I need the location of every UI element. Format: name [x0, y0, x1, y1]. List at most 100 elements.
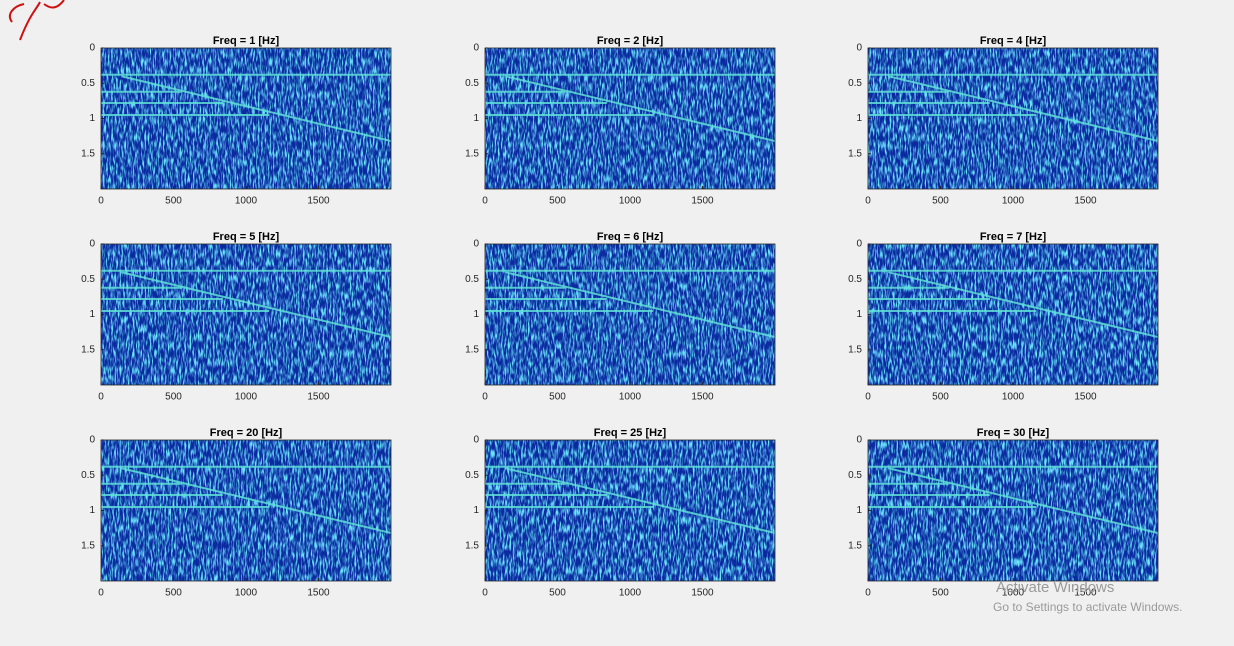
x-tick-label: 1500 — [691, 588, 714, 599]
x-tick-label: 1000 — [1002, 588, 1025, 599]
x-tick-label: 1500 — [691, 392, 714, 403]
x-tick-label: 1500 — [307, 588, 330, 599]
x-tick-label: 500 — [549, 588, 566, 599]
ridges — [868, 73, 1159, 143]
chart-title: Freq = 20 [Hz] — [210, 427, 283, 439]
x-tick-label: 1000 — [235, 392, 258, 403]
y-tick-label: 0.5 — [465, 470, 479, 481]
ridges — [101, 465, 392, 535]
x-tick-label: 500 — [165, 196, 182, 207]
ridge — [505, 271, 776, 339]
y-tick-label: 1 — [473, 309, 479, 320]
heatmap-noise — [868, 440, 1158, 581]
watermark-subtitle: Go to Settings to activate Windows. — [993, 600, 1182, 614]
x-tick-label: 1500 — [307, 392, 330, 403]
ridges — [868, 465, 1159, 535]
y-tick-label: 1 — [473, 505, 479, 516]
y-tick-label: 0 — [89, 43, 95, 54]
x-tick-label: 1000 — [619, 392, 642, 403]
chart-title: Freq = 2 [Hz] — [597, 35, 664, 47]
heatmap-noise — [868, 244, 1158, 385]
y-tick-label: 1 — [89, 505, 95, 516]
y-tick-label: 0.5 — [848, 470, 862, 481]
x-tick-label: 0 — [865, 196, 871, 207]
heatmap-noise — [485, 48, 775, 189]
y-tick-label: 1.5 — [848, 540, 862, 551]
y-tick-label: 0.5 — [848, 78, 862, 89]
ridges — [485, 73, 776, 143]
y-tick-label: 1.5 — [465, 344, 479, 355]
y-tick-label: 1.5 — [465, 540, 479, 551]
ridge — [121, 271, 392, 339]
annotation-scribble — [8, 0, 65, 41]
ridges — [485, 269, 776, 339]
y-tick-label: 0 — [473, 239, 479, 250]
y-tick-label: 0 — [856, 43, 862, 54]
x-tick-label: 500 — [932, 196, 949, 207]
chart-title: Freq = 25 [Hz] — [594, 427, 667, 439]
chart-title: Freq = 6 [Hz] — [597, 231, 664, 243]
heatmap-noise — [101, 244, 391, 385]
y-tick-label: 0.5 — [465, 274, 479, 285]
y-tick-label: 0.5 — [848, 274, 862, 285]
y-tick-label: 0 — [856, 239, 862, 250]
x-tick-label: 1000 — [235, 196, 258, 207]
heatmap-noise — [101, 440, 391, 581]
y-tick-label: 1 — [856, 113, 862, 124]
y-tick-label: 0 — [473, 435, 479, 446]
y-tick-label: 0 — [856, 435, 862, 446]
y-tick-label: 1 — [89, 309, 95, 320]
ridge — [505, 467, 776, 535]
chart-title: Freq = 5 [Hz] — [213, 231, 280, 243]
x-tick-label: 1500 — [1074, 392, 1097, 403]
ridges — [101, 269, 392, 339]
y-tick-label: 1 — [473, 113, 479, 124]
x-tick-label: 1000 — [619, 196, 642, 207]
y-tick-label: 1 — [89, 113, 95, 124]
heatmap-noise — [868, 48, 1158, 189]
x-tick-label: 500 — [165, 392, 182, 403]
y-tick-label: 1.5 — [465, 148, 479, 159]
y-tick-label: 0.5 — [81, 274, 95, 285]
x-tick-label: 1500 — [1074, 588, 1097, 599]
x-tick-label: 0 — [482, 392, 488, 403]
watermark-title: Activate Windows — [996, 579, 1114, 596]
y-tick-label: 1.5 — [81, 540, 95, 551]
x-tick-label: 1500 — [691, 196, 714, 207]
ridges — [868, 269, 1159, 339]
ridge — [505, 75, 776, 143]
y-tick-label: 0.5 — [81, 78, 95, 89]
y-tick-label: 1.5 — [848, 344, 862, 355]
chart-title: Freq = 30 [Hz] — [977, 427, 1050, 439]
heatmap-noise — [485, 244, 775, 385]
ridge — [888, 467, 1159, 535]
y-tick-label: 1.5 — [848, 148, 862, 159]
chart-title: Freq = 7 [Hz] — [980, 231, 1047, 243]
ridges — [485, 465, 776, 535]
ridge — [888, 75, 1159, 143]
x-tick-label: 1500 — [307, 196, 330, 207]
x-tick-label: 500 — [549, 392, 566, 403]
y-tick-label: 1 — [856, 309, 862, 320]
x-tick-label: 500 — [549, 196, 566, 207]
x-tick-label: 1000 — [235, 588, 258, 599]
x-tick-label: 0 — [98, 196, 104, 207]
x-tick-label: 1000 — [619, 588, 642, 599]
heatmap-noise — [101, 48, 391, 189]
x-tick-label: 0 — [98, 588, 104, 599]
x-tick-label: 1000 — [1002, 392, 1025, 403]
y-tick-label: 0 — [89, 435, 95, 446]
y-tick-label: 1.5 — [81, 344, 95, 355]
y-tick-label: 0.5 — [81, 470, 95, 481]
ridge — [121, 467, 392, 535]
y-tick-label: 0 — [89, 239, 95, 250]
x-tick-label: 0 — [865, 588, 871, 599]
chart-title: Freq = 1 [Hz] — [213, 35, 280, 47]
x-tick-label: 500 — [165, 588, 182, 599]
ridges — [101, 73, 392, 143]
x-tick-label: 0 — [482, 196, 488, 207]
ridge — [121, 75, 392, 143]
y-tick-label: 0 — [473, 43, 479, 54]
x-tick-label: 500 — [932, 588, 949, 599]
